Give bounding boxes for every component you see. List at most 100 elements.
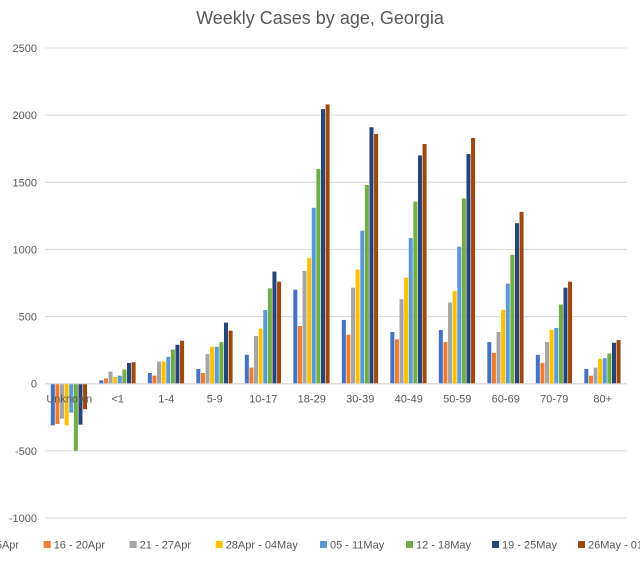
bar <box>210 346 215 384</box>
bar <box>549 330 554 384</box>
bar <box>351 287 356 384</box>
bar <box>108 371 113 384</box>
y-tick-label: 1500 <box>13 177 37 189</box>
bar <box>588 375 593 384</box>
x-category-label: 5-9 <box>207 394 223 406</box>
legend-label: 26May - 01Jun <box>588 540 640 552</box>
bar <box>448 302 453 384</box>
bar <box>69 383 74 413</box>
bar <box>73 383 78 451</box>
bar <box>126 362 131 384</box>
bar <box>113 377 118 384</box>
bar <box>131 362 136 384</box>
bar <box>161 361 166 384</box>
bar <box>501 309 506 384</box>
bar <box>540 362 545 384</box>
bar <box>122 369 127 384</box>
bar <box>272 271 277 384</box>
chart-title: Weekly Cases by age, Georgia <box>196 8 444 28</box>
legend-swatch <box>406 541 413 548</box>
bar <box>83 383 88 410</box>
bar <box>545 342 550 384</box>
bar <box>422 144 427 384</box>
legend-swatch <box>129 541 137 548</box>
bar <box>535 354 540 384</box>
bar <box>607 353 612 384</box>
bar <box>616 340 621 384</box>
bar <box>563 287 568 384</box>
bar <box>170 349 175 384</box>
bar <box>360 230 365 384</box>
bar <box>417 155 422 384</box>
bar <box>466 154 471 384</box>
y-tick-label: 0 <box>31 379 37 391</box>
bar <box>413 201 418 384</box>
y-tick-label: 500 <box>19 312 37 324</box>
legend-label: 21 - 27Apr <box>140 540 192 552</box>
bar <box>254 336 259 384</box>
y-tick-label: -1000 <box>9 513 37 525</box>
bar <box>147 372 152 384</box>
bar <box>558 304 563 384</box>
x-category-label: 1-4 <box>158 394 174 406</box>
x-category-label: <1 <box>111 394 124 406</box>
bar <box>390 332 395 384</box>
bar <box>316 168 321 384</box>
x-category-label: 60-69 <box>492 394 520 406</box>
bar <box>320 109 325 384</box>
bar <box>293 289 298 384</box>
bar <box>200 372 205 384</box>
bar <box>78 383 83 425</box>
bar <box>602 358 607 384</box>
bar <box>223 322 228 384</box>
bar <box>311 207 316 384</box>
bar <box>244 354 249 384</box>
bar <box>505 283 510 384</box>
bar <box>346 334 351 384</box>
bar <box>196 368 201 384</box>
bar <box>180 340 185 384</box>
bar <box>374 133 379 384</box>
axes: -1000 -500 0 500 1000 1500 2000 2500 Unknown <1 1-… <box>9 43 627 525</box>
bar <box>364 184 369 384</box>
bar <box>166 356 171 384</box>
x-category-label: 40-49 <box>395 394 423 406</box>
bar <box>491 352 496 384</box>
bar <box>249 367 254 384</box>
y-tick-label: -500 <box>15 446 37 458</box>
legend-label: 09 - 15Apr <box>0 540 19 552</box>
bar <box>584 368 589 384</box>
bar <box>487 342 492 384</box>
legend-label: 16 - 20Apr <box>54 540 106 552</box>
gridlines <box>45 47 627 519</box>
bar <box>214 346 219 384</box>
bar <box>510 254 515 384</box>
bar <box>302 270 307 384</box>
legend-swatch <box>492 541 499 548</box>
bar <box>404 277 409 384</box>
bar <box>50 383 55 426</box>
x-category-label: 50-59 <box>443 394 471 406</box>
bar <box>55 383 60 424</box>
bar <box>568 281 573 384</box>
bar <box>598 358 603 384</box>
bar <box>471 137 476 384</box>
bar <box>399 299 404 384</box>
bar <box>228 330 233 384</box>
bar <box>99 380 104 384</box>
legend-label: 12 - 18May <box>416 540 472 552</box>
bar <box>103 378 108 384</box>
legend-swatch <box>320 541 327 548</box>
x-category-label: Unknown <box>46 394 92 406</box>
bar <box>496 332 501 384</box>
bar <box>307 258 312 384</box>
bar <box>277 281 282 384</box>
x-category-label: 70-79 <box>540 394 568 406</box>
bar <box>611 342 616 384</box>
bar <box>267 288 272 384</box>
legend-swatch <box>578 541 585 548</box>
bar <box>117 375 122 384</box>
x-category-label: 10-17 <box>249 394 277 406</box>
